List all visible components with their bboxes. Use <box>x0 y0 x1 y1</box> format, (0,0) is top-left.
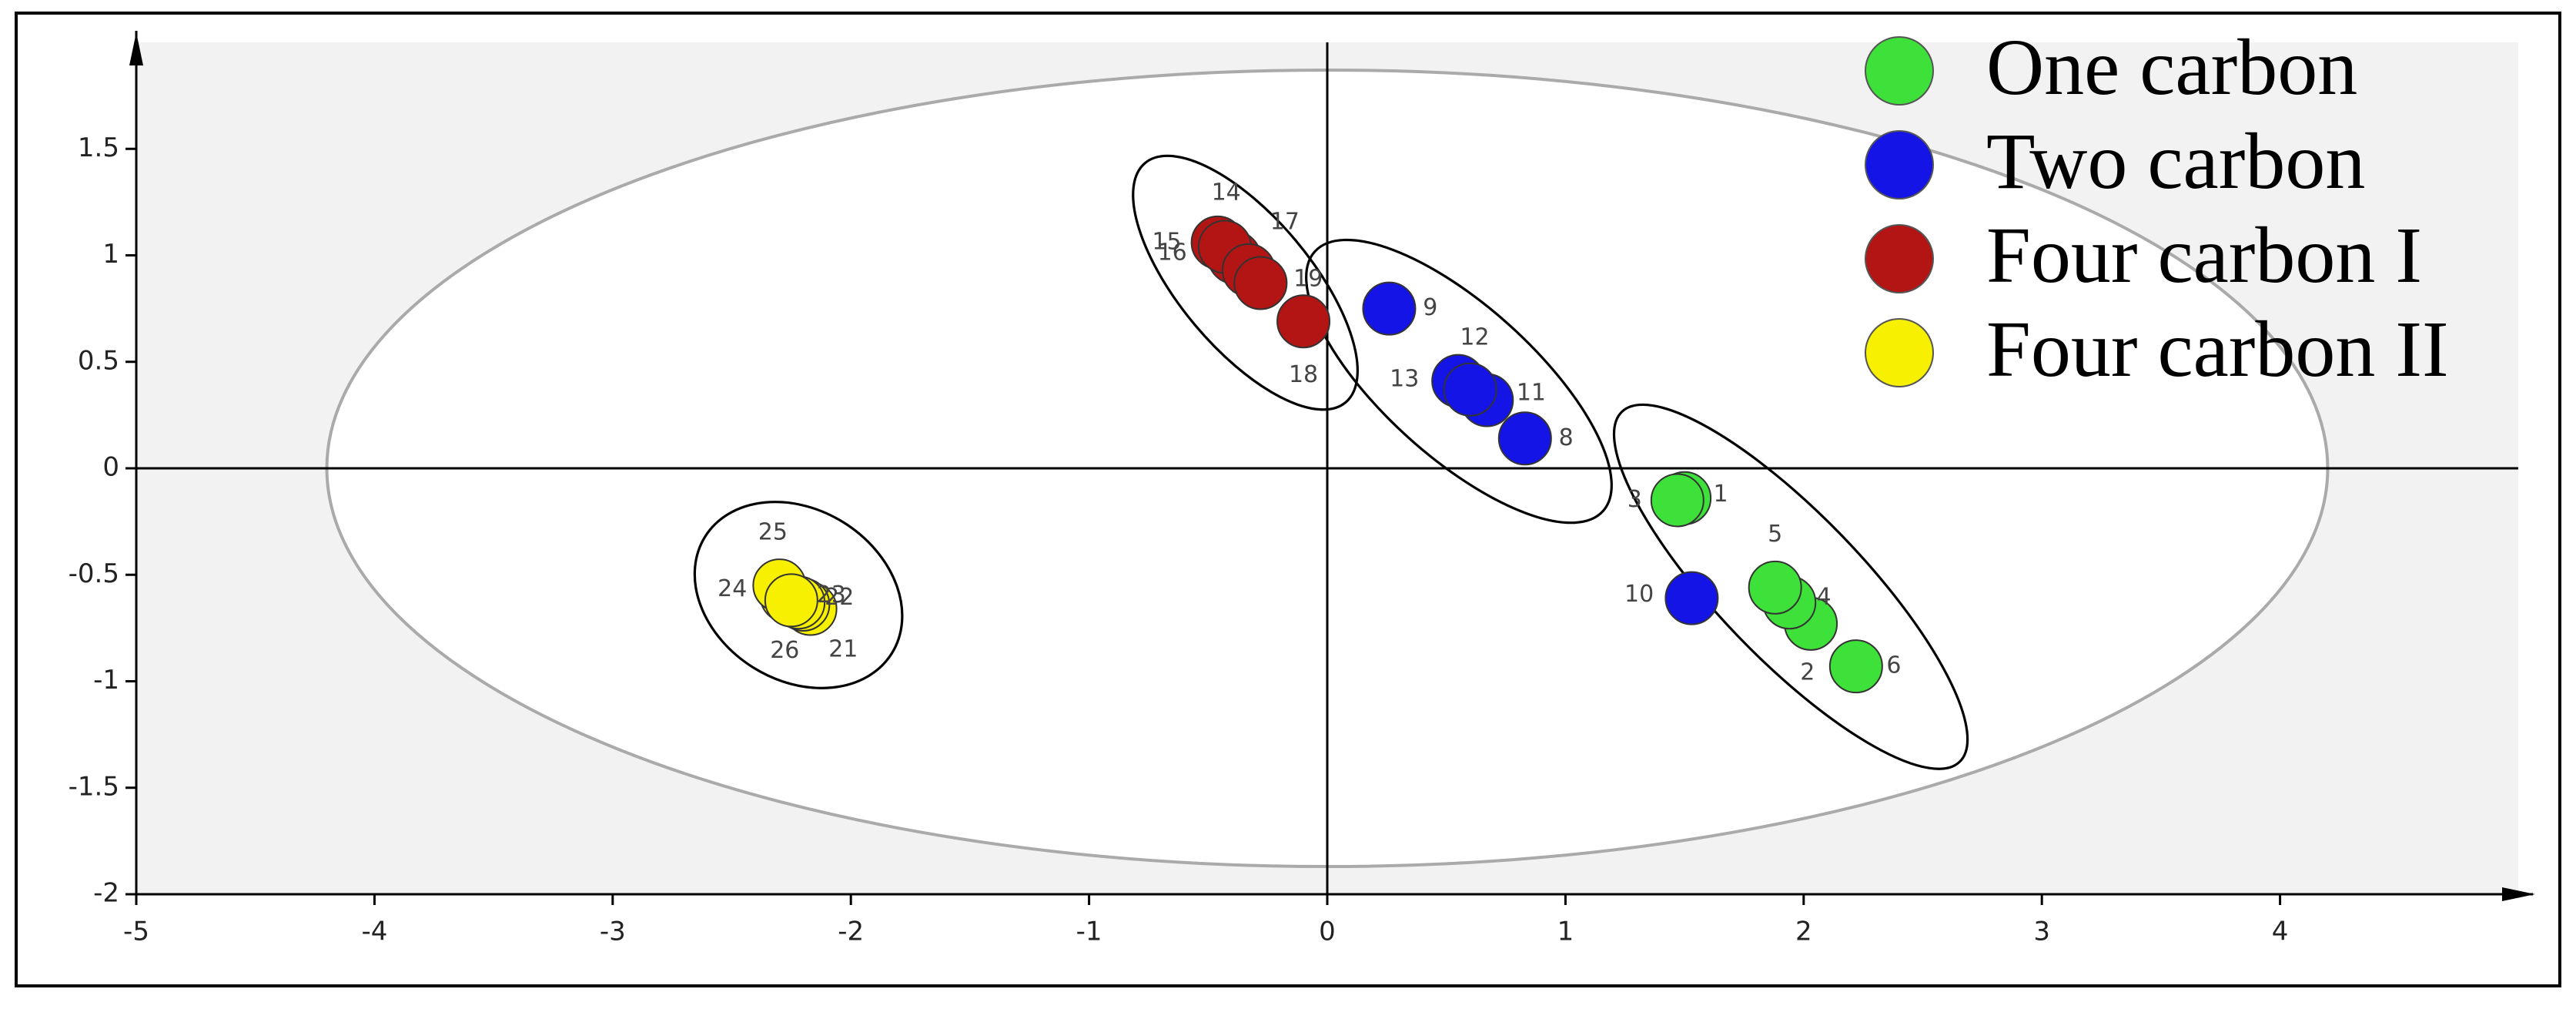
y-tick-label: 1.5 <box>78 132 119 163</box>
point-label: 3 <box>1628 486 1642 513</box>
x-tick-label: 1 <box>1557 917 1574 947</box>
point <box>1664 571 1719 625</box>
y-tick-label: -1 <box>93 665 119 696</box>
point-label: 19 <box>1293 266 1323 293</box>
point-label: 24 <box>718 575 747 602</box>
y-tick-label: 0 <box>102 452 119 483</box>
x-tick-label: -2 <box>838 917 864 947</box>
point <box>764 573 818 628</box>
point-label: 12 <box>1460 324 1489 351</box>
point-label: 2 <box>1800 659 1815 686</box>
point <box>1748 560 1802 615</box>
x-axis-arrow <box>2502 887 2535 901</box>
y-tick-label: -2 <box>93 878 119 909</box>
x-tick-label: -3 <box>600 917 626 947</box>
x-tick-label: -1 <box>1076 917 1102 947</box>
point-label: 18 <box>1289 361 1318 388</box>
group-ellipse <box>693 501 904 689</box>
point <box>1497 411 1552 466</box>
point <box>1276 294 1331 349</box>
legend-marker <box>1865 318 1934 387</box>
point-label: 22 <box>825 584 854 611</box>
x-tick-label: 3 <box>2033 917 2050 947</box>
legend-label: One carbon <box>1986 23 2357 112</box>
group-ellipse <box>1612 403 1969 770</box>
y-axis-arrow <box>129 32 143 65</box>
y-tick-label: -1.5 <box>69 771 119 802</box>
y-tick-label: 0.5 <box>78 345 119 376</box>
point-label: 13 <box>1390 365 1419 392</box>
x-tick-label: 2 <box>1795 917 1812 947</box>
point-label: 11 <box>1517 379 1546 406</box>
x-tick-label: 4 <box>2272 917 2289 947</box>
point <box>1650 473 1705 528</box>
x-tick-label: 0 <box>1319 917 1336 947</box>
legend-marker <box>1865 130 1934 199</box>
x-tick-label: -5 <box>123 917 149 947</box>
point-label: 5 <box>1768 521 1782 548</box>
y-tick-label: 1 <box>102 239 119 270</box>
point <box>1362 281 1417 336</box>
point-label: 26 <box>770 637 799 664</box>
plot-area: -5 -4 -3 -2 -1 0 1 2 3 4-2-1.5-1-0.500.511.512345… <box>69 31 2535 947</box>
point-label: 23 <box>817 582 846 608</box>
point <box>1233 256 1288 310</box>
point-label: 14 <box>1212 179 1241 206</box>
point-label: 25 <box>758 518 788 545</box>
point-label: 6 <box>1886 652 1901 679</box>
x-tick-label: -4 <box>361 917 387 947</box>
point-label: 16 <box>1158 239 1187 266</box>
point-label: 15 <box>1152 228 1181 255</box>
legend-label: Four carbon II <box>1986 305 2449 394</box>
y-tick-label: -0.5 <box>69 558 119 589</box>
point-label: 9 <box>1423 294 1437 321</box>
legend-label: Four carbon I <box>1986 211 2422 300</box>
group-ellipse <box>1305 238 1613 525</box>
legend-label: Two carbon <box>1986 117 2365 206</box>
point-label: 1 <box>1714 481 1728 508</box>
point-label: 10 <box>1624 581 1654 608</box>
point-label: 21 <box>828 635 858 662</box>
legend-marker <box>1865 224 1934 293</box>
point-label: 8 <box>1559 424 1574 451</box>
point <box>1828 639 1883 694</box>
group-ellipses <box>693 154 1969 770</box>
legend-marker <box>1865 36 1934 106</box>
point-label: 17 <box>1270 208 1300 235</box>
point-label: 4 <box>1817 583 1832 610</box>
point <box>1443 362 1497 417</box>
group-ellipse <box>1132 154 1359 411</box>
